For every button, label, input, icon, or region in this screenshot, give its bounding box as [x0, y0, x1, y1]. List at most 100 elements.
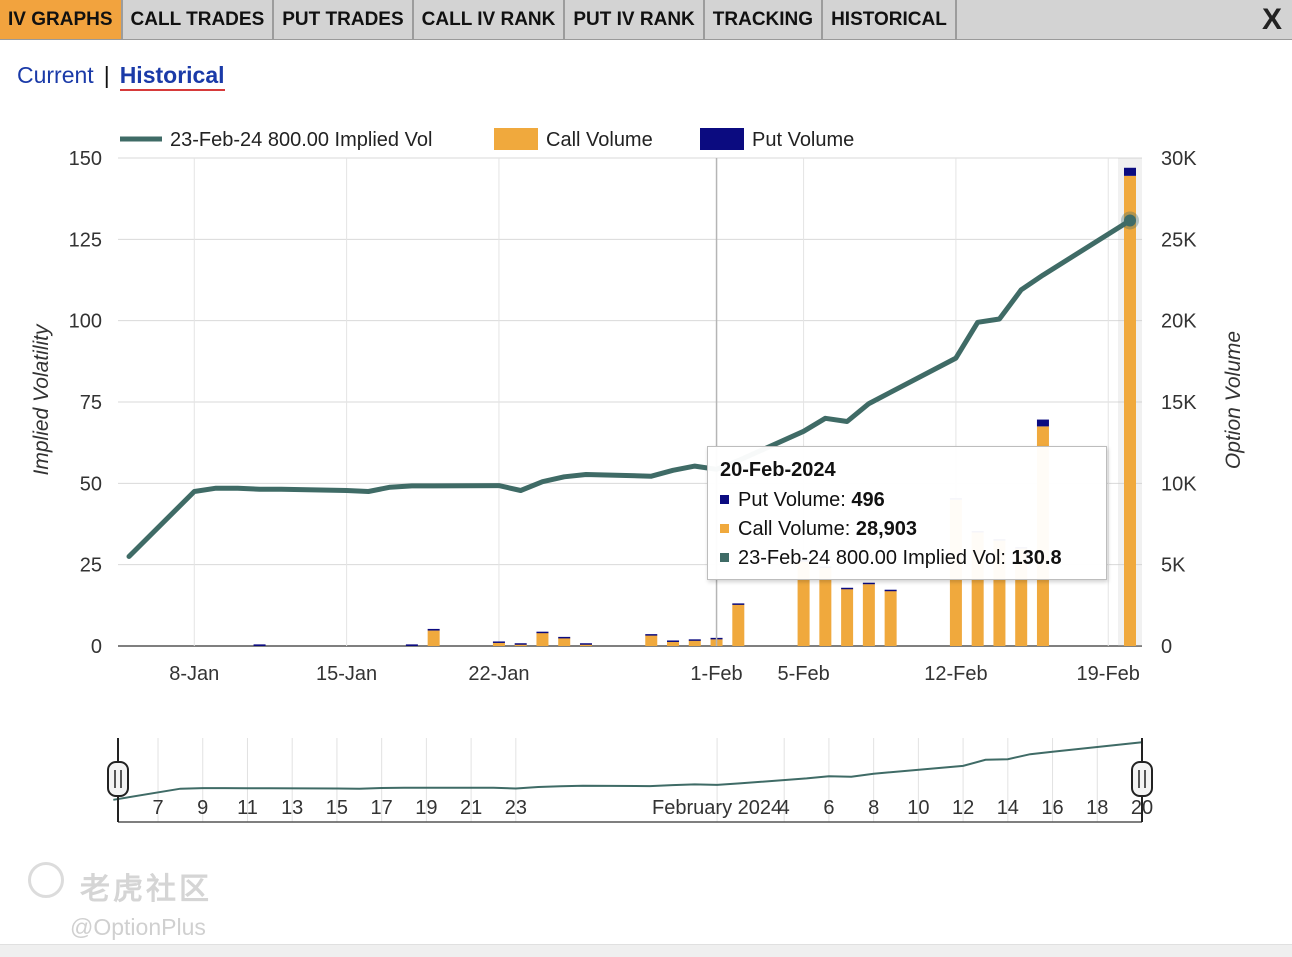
tooltip-call-row: Call Volume: 28,903: [720, 515, 1094, 544]
put-volume-bar: [1124, 167, 1136, 176]
put-volume-bar: [1036, 419, 1049, 427]
tab-call-trades[interactable]: CALL TRADES: [123, 0, 275, 39]
y-right-tick-label: 25K: [1161, 229, 1197, 251]
legend: 23-Feb-24 800.00 Implied Vol Call Volume P…: [120, 128, 854, 151]
put-volume-bar: [514, 643, 527, 645]
iv-line: [126, 218, 1133, 559]
call-swatch: [720, 524, 729, 533]
historical-link[interactable]: Historical: [119, 62, 225, 91]
tab-put-iv-rank[interactable]: PUT IV RANK: [565, 0, 705, 39]
put-volume-bar: [558, 636, 571, 639]
y-right-tick-label: 20K: [1161, 311, 1197, 333]
x-tick-label: 15-Jan: [316, 663, 377, 685]
call-volume-bar: [688, 640, 701, 646]
y-left-tick-label: 0: [91, 636, 102, 658]
call-volume-bar: [645, 635, 658, 646]
tooltip-iv-label: 23-Feb-24 800.00 Implied Vol:: [738, 547, 1006, 569]
navigator-label: 8: [868, 797, 879, 819]
call-volume-bar: [1124, 175, 1136, 646]
put-volume-bar: [492, 641, 505, 643]
put-volume-bar: [732, 603, 745, 605]
y-left-tick-label: 75: [80, 392, 102, 414]
tooltip-call-label: Call Volume:: [738, 518, 851, 540]
call-volume-bar: [667, 641, 680, 646]
x-tick-label: 12-Feb: [924, 663, 987, 685]
put-swatch: [720, 495, 729, 504]
view-toggle: Current | Historical: [17, 62, 225, 91]
x-tick-label: 8-Jan: [169, 663, 219, 685]
navigator-label: 18: [1086, 797, 1108, 819]
iv-point-marker: [1124, 214, 1136, 227]
put-volume-bar: [645, 634, 658, 636]
current-link[interactable]: Current: [17, 62, 94, 88]
x-tick-label: 1-Feb: [690, 663, 742, 685]
navigator-label: 17: [371, 797, 393, 819]
tooltip-iv-row: 23-Feb-24 800.00 Implied Vol: 130.8: [720, 544, 1094, 573]
put-volume-bar: [884, 589, 897, 592]
tab-iv-graphs[interactable]: IV GRAPHS: [0, 0, 123, 39]
navigator-label: 21: [460, 797, 482, 819]
tooltip-put-row: Put Volume: 496: [720, 486, 1094, 515]
y-left-tick-label: 100: [69, 311, 102, 333]
put-volume-bar: [427, 628, 440, 631]
navigator-label: 12: [952, 797, 974, 819]
legend-iv-label: 23-Feb-24 800.00 Implied Vol: [170, 129, 432, 151]
call-volume-bar: [732, 604, 745, 646]
tab-put-trades[interactable]: PUT TRADES: [274, 0, 414, 39]
put-volume-bar: [688, 639, 701, 641]
call-volume-bar: [841, 589, 854, 646]
call-volume-bar: [558, 637, 571, 646]
navigator-iv-line: [113, 741, 1143, 801]
y-right-tick-label: 10K: [1161, 473, 1197, 495]
tab-call-iv-rank[interactable]: CALL IV RANK: [414, 0, 566, 39]
call-volume-bar: [797, 561, 810, 646]
tooltip-date: 20-Feb-2024: [720, 459, 836, 481]
x-tick-label: 22-Jan: [468, 663, 529, 685]
watermark-text: 老虎社区: [80, 873, 212, 906]
legend-put-label: Put Volume: [752, 129, 854, 151]
x-tick-label: 5-Feb: [777, 663, 829, 685]
tooltip-put-value: 496: [851, 489, 885, 511]
put-volume-bar: [405, 644, 418, 646]
tooltip-put-label: Put Volume:: [738, 489, 846, 511]
navigator-right-handle[interactable]: [1131, 761, 1153, 797]
navigator-label: 6: [823, 797, 834, 819]
tab-bar: IV GRAPHS CALL TRADES PUT TRADES CALL IV…: [0, 0, 1292, 40]
tooltip-iv-value: 130.8: [1011, 547, 1062, 569]
navigator-label: February 2024: [652, 797, 782, 819]
legend-call-label: Call Volume: [546, 129, 653, 151]
y-left-tick-label: 125: [69, 229, 102, 251]
y-right-tick-label: 5K: [1161, 555, 1186, 577]
y-left-tick-label: 50: [80, 473, 102, 495]
tab-historical[interactable]: HISTORICAL: [823, 0, 957, 39]
navigator-label: 19: [415, 797, 437, 819]
put-volume-bar: [841, 587, 854, 590]
navigator-label: 10: [907, 797, 929, 819]
iv-swatch: [720, 553, 729, 562]
navigator-left-handle[interactable]: [107, 761, 129, 797]
close-icon[interactable]: X: [1261, 3, 1282, 36]
navigator-label: 11: [237, 797, 258, 819]
navigator-label: 9: [197, 797, 208, 819]
y-right-tick-label: 0: [1161, 636, 1172, 658]
axes: 0 0 25 5K 50 10K 75 15K 100 20K 125 25K 150 30K 8-Jan 1…: [30, 148, 1245, 685]
call-volume-bar: [819, 567, 832, 646]
y-right-axis-title: Option Volume: [1222, 331, 1245, 469]
call-volume-bar: [884, 590, 897, 646]
data-tooltip: 20-Feb-2024 Put Volume: 496 Call Volume:…: [707, 446, 1107, 580]
navigator-label: 23: [505, 797, 527, 819]
bottom-bar: [0, 944, 1292, 957]
y-right-tick-label: 15K: [1161, 392, 1197, 414]
y-left-tick-label: 150: [69, 148, 102, 170]
navigator-label: 4: [779, 797, 790, 819]
tab-tracking[interactable]: TRACKING: [705, 0, 824, 39]
x-tick-label: 19-Feb: [1077, 663, 1140, 685]
tiger-logo-icon: [28, 862, 64, 898]
call-volume-bar: [536, 632, 549, 646]
y-left-tick-label: 25: [80, 555, 102, 577]
navigator-label: 14: [997, 797, 1019, 819]
put-volume-bar: [536, 631, 549, 634]
navigator-label: 15: [326, 797, 348, 819]
